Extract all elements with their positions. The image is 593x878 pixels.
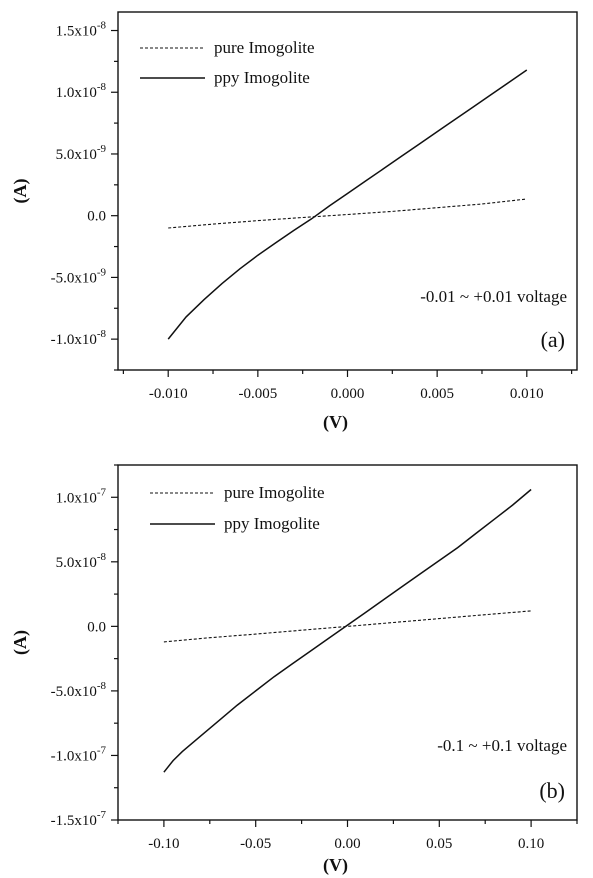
x-axis-title: (V) [323, 855, 348, 876]
y-tick-label: -1.0x10-8 [51, 328, 107, 348]
series-line-ppy-imogolite [163, 488, 532, 773]
series-line-ppy-imogolite [167, 69, 528, 340]
y-tick-label: 1.0x10-7 [56, 486, 107, 506]
plot-frame [117, 464, 578, 821]
x-tick-label: -0.010 [149, 386, 188, 402]
x-tick-label: -0.10 [148, 836, 179, 852]
voltage-range-note: -0.1 ~ +0.1 voltage [437, 736, 567, 755]
y-tick-label: 0.0 [87, 209, 106, 225]
panel-label: (a) [541, 327, 565, 352]
panel-label: (b) [539, 778, 565, 803]
x-tick-label: -0.05 [240, 836, 271, 852]
x-tick-label: 0.005 [420, 386, 454, 402]
voltage-range-note: -0.01 ~ +0.01 voltage [420, 287, 567, 306]
series-line-pure-imogolite [168, 198, 527, 229]
y-tick-label: 5.0x10-8 [56, 551, 107, 571]
legend-label: ppy Imogolite [214, 68, 310, 87]
y-tick-label: -1.5x10-7 [51, 809, 107, 829]
x-tick-label: 0.10 [518, 836, 544, 852]
x-tick-label: 0.05 [426, 836, 452, 852]
y-tick-label: -5.0x10-9 [51, 266, 107, 286]
y-tick-label: -1.0x10-7 [51, 744, 107, 764]
series-line-pure-imogolite [163, 610, 532, 643]
y-tick-label: 1.0x10-8 [56, 81, 107, 101]
legend-label: pure Imogolite [214, 38, 315, 57]
legend-label: pure Imogolite [224, 483, 325, 502]
y-tick-label: 5.0x10-9 [56, 143, 107, 163]
y-tick-label: 0.0 [87, 619, 106, 635]
legend-label: ppy Imogolite [224, 514, 320, 533]
chart-panel-b: -0.10 -0.05 0.00 0.05 0.10 -1.5x10-7 -1.0x10-7… [10, 464, 578, 876]
x-axis-title: (V) [323, 412, 348, 433]
y-tick-label: -5.0x10-8 [51, 680, 107, 700]
y-tick-label: 1.5x10-8 [56, 20, 107, 40]
x-tick-label: -0.005 [238, 386, 277, 402]
x-tick-label: 0.000 [331, 386, 365, 402]
x-tick-label: 0.00 [334, 836, 360, 852]
y-axis-title: (A) [10, 179, 31, 204]
chart-panel-a: -0.010 -0.005 0.000 0.005 0.010 -1.0x10-8 -5.0… [10, 11, 578, 433]
x-tick-label: 0.010 [510, 386, 544, 402]
y-axis-title: (A) [10, 630, 31, 655]
